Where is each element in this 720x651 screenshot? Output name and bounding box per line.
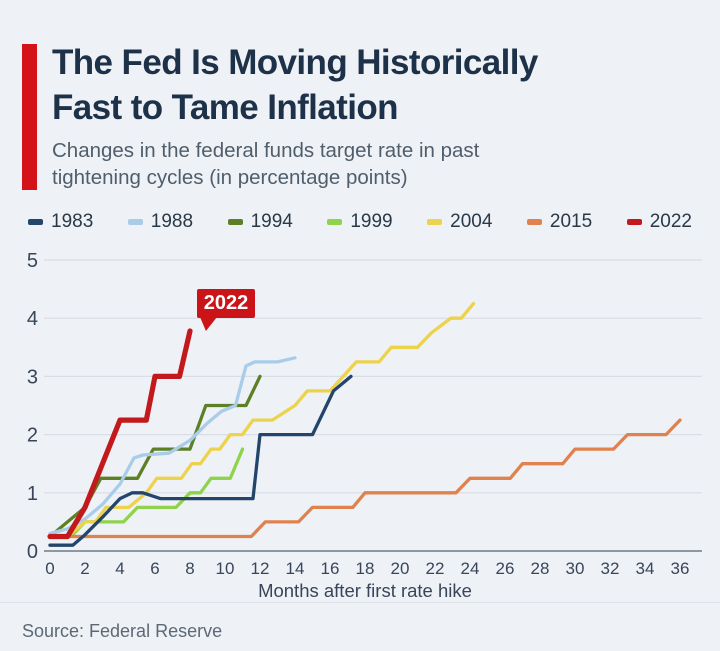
line-2004 <box>48 301 476 539</box>
page-subtitle: Changes in the federal funds target rate… <box>52 137 672 191</box>
legend-swatch-2022 <box>626 219 642 225</box>
x-tick-label-10: 10 <box>216 559 235 578</box>
page-title-line1: The Fed Is Moving Historically <box>52 43 538 82</box>
line-2015 <box>48 418 682 539</box>
page-title-line2: Fast to Tame Inflation <box>52 88 399 127</box>
y-tick-label-0: 0 <box>27 541 38 563</box>
legend-swatch-1999 <box>327 219 343 225</box>
legend-label-1983: 1983 <box>51 211 94 232</box>
legend-swatch-1988 <box>127 219 143 225</box>
legend-item-1994: 1994 <box>227 211 293 233</box>
legend-item-2015: 2015 <box>526 211 593 233</box>
footer-divider <box>0 602 720 603</box>
x-tick-label-28: 28 <box>531 559 550 578</box>
x-tick-label-16: 16 <box>321 559 340 578</box>
x-axis-title: Months after first rate hike <box>258 580 472 601</box>
legend-swatch-2015 <box>526 219 542 225</box>
x-tick-label-14: 14 <box>286 559 305 578</box>
annotation-2022-text: 2022 <box>203 292 249 314</box>
page-subtitle-line2: tightening cycles (in percentage points) <box>52 166 408 189</box>
line-1994 <box>48 374 262 539</box>
page-subtitle-line1: Changes in the federal funds target rate… <box>52 139 480 162</box>
legend-item-2004: 2004 <box>427 211 492 233</box>
x-tick-label-34: 34 <box>636 559 655 578</box>
y-tick-label-3: 3 <box>27 366 38 388</box>
page-title: The Fed Is Moving Historically Fast to T… <box>52 40 702 130</box>
legend-label-1988: 1988 <box>150 211 194 232</box>
x-tick-label-22: 22 <box>426 559 445 578</box>
line-2022 <box>47 328 193 540</box>
legend-label-2004: 2004 <box>450 211 493 232</box>
x-tick-label-6: 6 <box>150 559 159 578</box>
source-text: Source: Federal Reserve <box>22 621 223 641</box>
legend-item-1999: 1999 <box>327 211 393 233</box>
x-tick-label-26: 26 <box>496 559 515 578</box>
x-tick-label-12: 12 <box>251 559 270 578</box>
x-tick-label-2: 2 <box>80 559 89 578</box>
y-tick-label-5: 5 <box>27 250 38 272</box>
legend-swatch-1994 <box>227 219 243 225</box>
x-tick-label-24: 24 <box>461 559 480 578</box>
x-tick-label-20: 20 <box>391 559 410 578</box>
x-tick-label-30: 30 <box>566 559 585 578</box>
annotation-2022-label: 2022 <box>197 289 255 331</box>
legend-item-1983: 1983 <box>28 211 93 233</box>
x-tick-label-32: 32 <box>601 559 620 578</box>
line-1988 <box>48 356 297 536</box>
x-tick-label-18: 18 <box>356 559 375 578</box>
legend-label-2022: 2022 <box>649 211 692 232</box>
line-1983 <box>48 374 353 547</box>
chart-legend: 1983 1988 1994 1999 2004 2015 2022 <box>28 211 692 233</box>
x-tick-label-4: 4 <box>115 559 124 578</box>
legend-swatch-1983 <box>28 219 43 225</box>
x-tick-label-8: 8 <box>185 559 194 578</box>
legend-label-1999: 1999 <box>350 211 393 232</box>
legend-swatch-2004 <box>427 219 443 225</box>
legend-label-2015: 2015 <box>549 211 593 232</box>
legend-item-1988: 1988 <box>127 211 194 233</box>
x-tick-label-36: 36 <box>671 559 690 578</box>
legend-label-1994: 1994 <box>250 211 293 232</box>
y-tick-label-2: 2 <box>27 425 38 447</box>
y-tick-label-4: 4 <box>27 308 38 330</box>
x-tick-label-0: 0 <box>45 559 54 578</box>
accent-bar <box>22 44 37 190</box>
legend-item-2022: 2022 <box>626 211 692 233</box>
y-tick-label-1: 1 <box>27 483 38 505</box>
